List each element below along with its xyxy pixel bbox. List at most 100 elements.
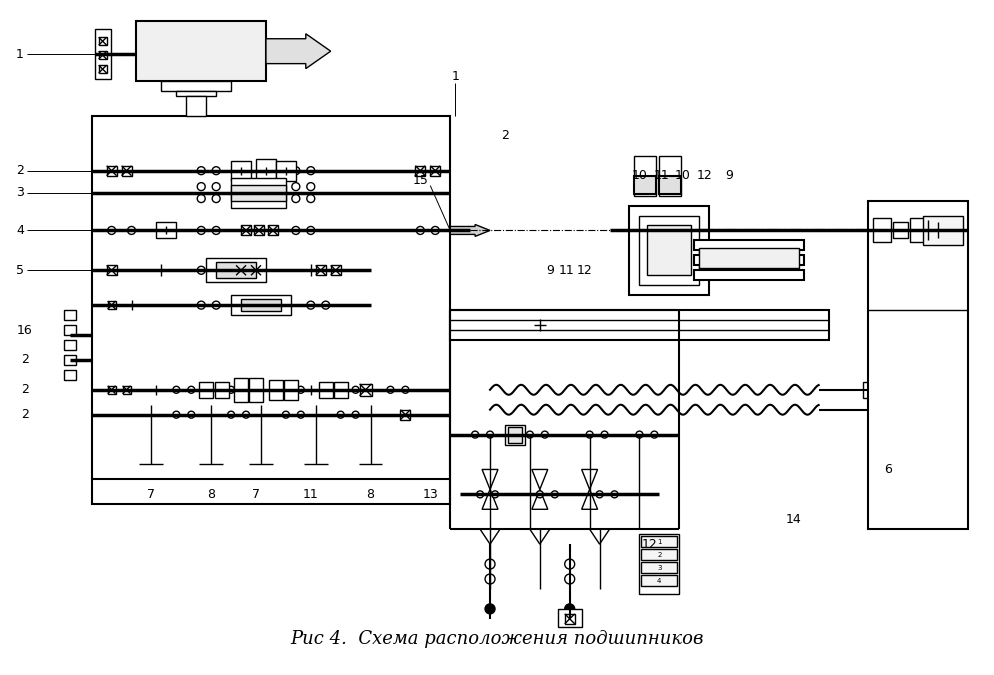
Circle shape (291, 194, 299, 202)
Bar (94, 29, 110, 79)
Text: 7: 7 (147, 488, 155, 501)
Circle shape (197, 267, 205, 274)
Bar (910, 219, 927, 242)
Bar (414, 165, 424, 176)
Circle shape (536, 491, 543, 498)
Text: 4: 4 (16, 224, 24, 237)
Circle shape (173, 411, 180, 418)
Text: 5: 5 (16, 264, 24, 277)
Bar (318, 382, 332, 398)
Circle shape (291, 183, 299, 190)
Circle shape (565, 574, 575, 584)
Circle shape (306, 183, 314, 190)
Text: 1: 1 (16, 48, 24, 61)
Bar (64, 355, 76, 365)
Bar (161, 81, 231, 91)
Bar (64, 370, 76, 380)
Bar (333, 382, 347, 398)
Bar (699, 248, 798, 268)
Bar (429, 165, 439, 176)
Bar (639, 534, 679, 594)
Text: 4: 4 (656, 578, 661, 584)
Text: 9: 9 (546, 264, 554, 277)
Circle shape (352, 411, 359, 418)
Bar (186, 96, 206, 116)
Text: 11: 11 (653, 169, 669, 182)
Bar (106, 165, 116, 176)
Circle shape (486, 431, 493, 438)
Bar (565, 614, 575, 624)
Text: 2: 2 (656, 552, 661, 558)
Circle shape (197, 301, 205, 309)
Bar (873, 219, 891, 242)
Bar (241, 225, 250, 236)
Circle shape (306, 167, 314, 175)
Circle shape (212, 167, 220, 175)
Bar (122, 386, 130, 394)
Bar (330, 265, 340, 275)
Text: 16: 16 (17, 323, 33, 337)
Circle shape (297, 411, 304, 418)
Circle shape (484, 559, 494, 569)
Bar (641, 549, 677, 560)
Text: 11: 11 (302, 488, 318, 501)
Circle shape (565, 604, 575, 614)
Bar (694, 255, 803, 265)
Text: 14: 14 (785, 513, 801, 526)
Text: 6: 6 (884, 463, 892, 476)
Bar (508, 427, 522, 443)
Bar (255, 159, 275, 183)
Bar (231, 178, 285, 207)
Text: 10: 10 (631, 169, 647, 182)
Bar (267, 225, 277, 236)
Bar (639, 215, 699, 286)
Circle shape (352, 386, 359, 394)
Bar (659, 176, 681, 194)
Circle shape (484, 604, 494, 614)
Circle shape (197, 226, 205, 234)
Circle shape (212, 183, 220, 190)
Bar (64, 340, 76, 350)
Text: 7: 7 (251, 488, 259, 501)
Circle shape (173, 386, 180, 394)
Text: 2: 2 (16, 164, 24, 178)
Bar (231, 295, 290, 315)
Bar (659, 156, 681, 196)
Circle shape (107, 226, 115, 234)
Bar (206, 259, 265, 282)
Bar (231, 161, 250, 181)
Text: 9: 9 (725, 169, 733, 182)
Bar (505, 425, 525, 445)
Circle shape (282, 411, 289, 418)
Bar (64, 310, 76, 320)
Bar (641, 536, 677, 547)
Text: 8: 8 (207, 488, 215, 501)
Circle shape (228, 411, 235, 418)
Text: Рис 4.  Схема расположения подшипников: Рис 4. Схема расположения подшипников (290, 630, 703, 648)
Bar (449, 310, 828, 340)
Circle shape (188, 411, 195, 418)
Bar (121, 165, 131, 176)
Text: 13: 13 (422, 488, 437, 501)
Text: 12: 12 (577, 264, 591, 277)
Circle shape (212, 194, 220, 202)
Circle shape (476, 491, 483, 498)
Text: 11: 11 (559, 264, 574, 277)
Bar (64, 325, 76, 335)
Circle shape (484, 574, 494, 584)
FancyArrow shape (265, 34, 330, 69)
Text: 1: 1 (656, 539, 661, 545)
Bar (694, 270, 803, 280)
Bar (558, 609, 581, 627)
Circle shape (243, 386, 249, 394)
Bar (107, 386, 115, 394)
Circle shape (228, 386, 235, 394)
Circle shape (595, 491, 602, 498)
Bar (199, 382, 213, 398)
Text: 2: 2 (501, 130, 508, 142)
Circle shape (127, 226, 135, 234)
Text: 2: 2 (21, 408, 29, 421)
Circle shape (337, 386, 344, 394)
Text: 1: 1 (451, 70, 458, 82)
Bar (231, 185, 285, 200)
